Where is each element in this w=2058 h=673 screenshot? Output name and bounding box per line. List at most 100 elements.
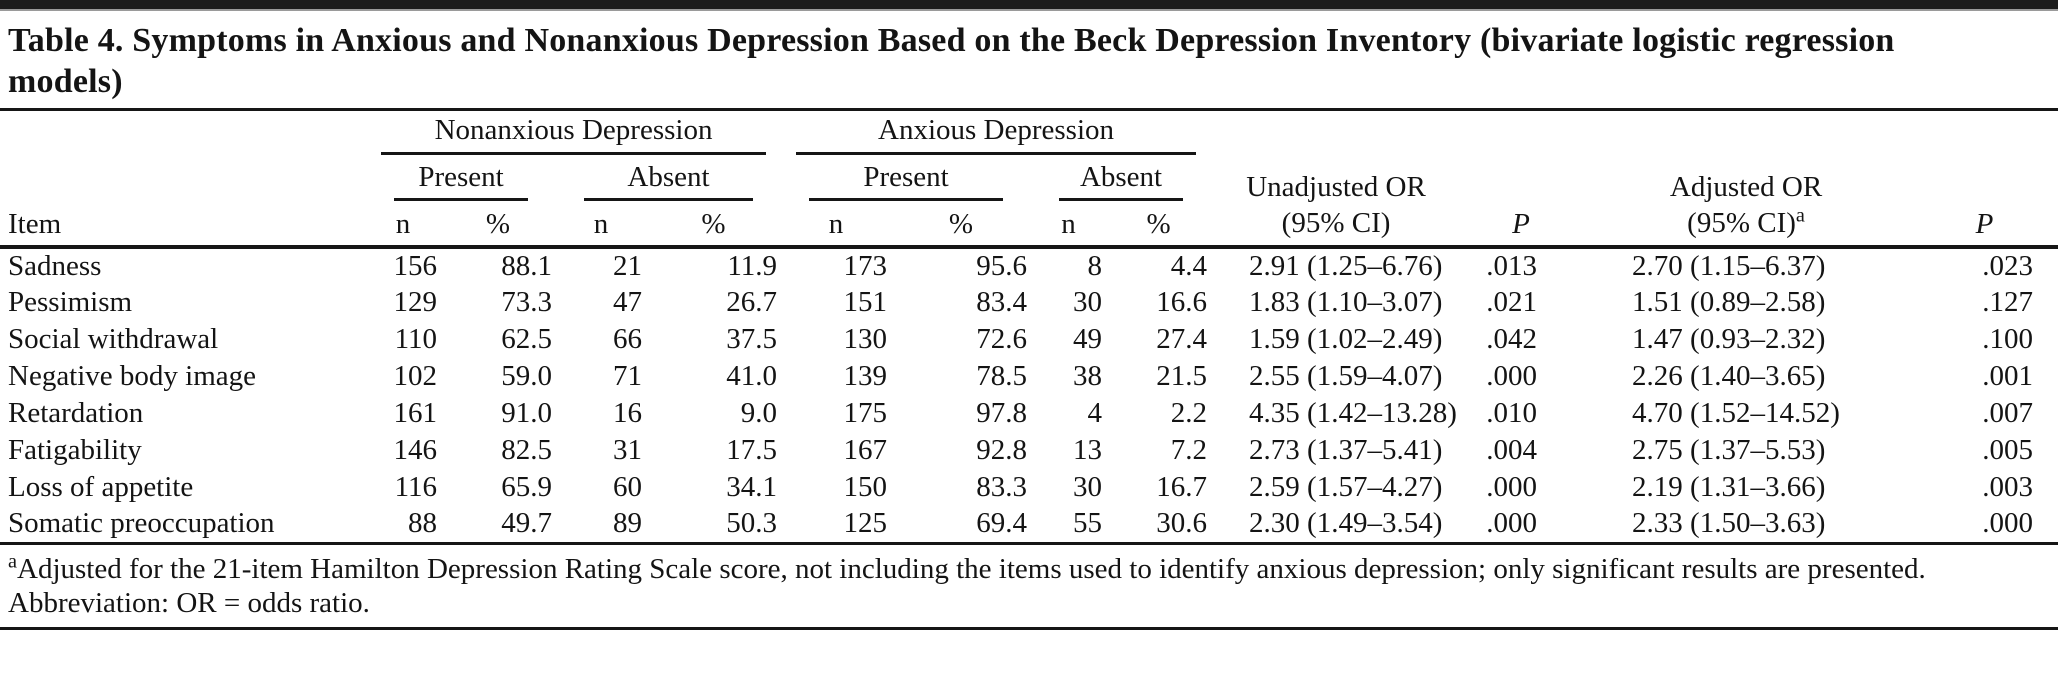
row-cell: 16.7 [1156, 471, 1208, 503]
row-cell: 11.9 [727, 250, 778, 282]
group-header-nonanxious: Nonanxious Depression [366, 111, 781, 155]
row-cell: 2.30 (1.49–3.54) [1249, 507, 1443, 540]
row-cell: 9.0 [740, 397, 778, 429]
row-cell: 2.70 (1.15–6.37) [1632, 250, 1826, 282]
row-cell: .021 [1486, 286, 1538, 318]
row-cell: 16.6 [1156, 286, 1208, 318]
row-cell: 72.6 [976, 323, 1028, 355]
subheader-nonanxious-absent: Absent [556, 155, 781, 201]
row-cell: .003 [1982, 471, 2034, 503]
row-cell: .100 [1982, 323, 2034, 355]
row-cell: 175 [843, 397, 888, 429]
table-title-line2: models) [8, 63, 123, 100]
table-row: Retardation 161 91.0 16 9.0 175 97.8 4 2.2 4.35 (… [0, 395, 2058, 432]
row-item-label: Pessimism [8, 286, 133, 318]
n-percent-header-row: n % n % n % n % [0, 201, 2058, 247]
row-cell: 2.19 (1.31–3.66) [1632, 471, 1826, 503]
row-cell: 83.4 [976, 286, 1028, 318]
row-cell: .010 [1486, 397, 1538, 429]
footnote-a-marker: a [8, 549, 18, 572]
row-cell: 83.3 [976, 471, 1028, 503]
row-cell: 2.26 (1.40–3.65) [1632, 360, 1826, 392]
table-header: Item Nonanxious Depression Anxious Depre… [0, 111, 2058, 247]
row-cell: 8 [1087, 250, 1103, 282]
row-cell: 31 [613, 434, 642, 466]
row-cell: 156 [393, 250, 438, 282]
row-cell: 161 [393, 397, 438, 429]
subheader-nonanxious-present: Present [366, 155, 556, 201]
row-cell: 2.91 (1.25–6.76) [1249, 250, 1443, 282]
row-cell: 2.75 (1.37–5.53) [1632, 434, 1826, 466]
row-cell: 95.6 [976, 250, 1028, 282]
row-cell: .001 [1982, 360, 2034, 392]
row-cell: 26.7 [726, 286, 778, 318]
row-item-label: Loss of appetite [8, 471, 194, 503]
row-item-label: Somatic preoccupation [8, 507, 275, 540]
percent-header: % [701, 208, 726, 240]
row-cell: 167 [843, 434, 888, 466]
row-cell: 1.51 (0.89–2.58) [1632, 286, 1826, 318]
row-cell: 60 [613, 471, 642, 503]
row-cell: .000 [1982, 507, 2034, 540]
p-value-header-adjusted: P [1975, 208, 1994, 240]
n-header: n [828, 208, 844, 240]
row-cell: 49.7 [501, 507, 552, 540]
row-cell: 65.9 [501, 471, 552, 503]
subheader-anxious-present: Present [781, 155, 1031, 201]
unadjusted-or-header: Unadjusted OR (95% CI) [1246, 171, 1426, 239]
row-cell: 55 [1073, 507, 1103, 540]
row-cell: 59.0 [501, 360, 552, 392]
title-rule [0, 108, 2058, 111]
row-cell: 37.5 [726, 323, 778, 355]
row-cell: 69.4 [976, 507, 1028, 540]
row-cell: 7.2 [1170, 434, 1208, 466]
footnote-abbreviation: Abbreviation: OR = odds ratio. [8, 586, 370, 619]
row-cell: 13 [1073, 434, 1103, 466]
p-value-header-unadjusted: P [1512, 208, 1530, 240]
group-header-anxious: Anxious Depression [781, 111, 1211, 155]
table-title: Table 4. Symptoms in Anxious and Nonanxi… [0, 11, 2058, 104]
percent-header: % [1146, 208, 1171, 240]
row-cell: 66 [613, 323, 642, 355]
row-cell: 146 [393, 434, 438, 466]
row-cell: .023 [1982, 250, 2034, 282]
adjusted-or-header: Adjusted OR (95% CI)a [1669, 171, 1823, 239]
row-cell: 17.5 [726, 434, 778, 466]
row-cell: 102 [393, 360, 438, 392]
row-cell: 151 [843, 286, 888, 318]
row-cell: 91.0 [501, 397, 552, 429]
results-table: Item Nonanxious Depression Anxious Depre… [0, 111, 2058, 545]
row-cell: 4 [1087, 397, 1103, 429]
row-cell: 116 [394, 471, 437, 503]
row-cell: 62.5 [501, 323, 552, 355]
row-cell: 1.83 (1.10–3.07) [1249, 286, 1443, 318]
table-row: Somatic preoccupation 88 49.7 89 50.3 125 69.4… [0, 506, 2058, 543]
n-header: n [1061, 208, 1076, 240]
row-item-label: Social withdrawal [8, 323, 219, 355]
footnote-a-reference: a [1795, 204, 1805, 227]
row-cell: 125 [843, 507, 888, 540]
percent-header: % [948, 208, 974, 240]
percent-header: % [485, 208, 511, 240]
n-header: n [395, 208, 411, 240]
row-cell: .005 [1982, 434, 2034, 466]
row-cell: 71 [613, 360, 642, 392]
subheader-anxious-absent: Absent [1031, 155, 1211, 201]
row-cell: 2.55 (1.59–4.07) [1249, 360, 1443, 392]
row-cell: 21 [613, 250, 642, 282]
row-cell: 4.70 (1.52–14.52) [1632, 397, 1840, 429]
row-cell: .004 [1486, 434, 1538, 466]
row-cell: 34.1 [726, 471, 778, 503]
row-cell: 30 [1073, 471, 1103, 503]
row-cell: 2.73 (1.37–5.41) [1249, 434, 1443, 466]
row-cell: 89 [613, 507, 642, 540]
table-row: Fatigability 146 82.5 31 17.5 167 92.8 13 7.2 2.7… [0, 432, 2058, 469]
row-cell: .000 [1486, 360, 1538, 392]
row-cell: 30 [1073, 286, 1103, 318]
row-cell: 21.5 [1156, 360, 1208, 392]
row-cell: .127 [1982, 286, 2034, 318]
row-cell: 4.4 [1170, 250, 1208, 282]
subgroup-header-row: Present Absent Present Absent [0, 155, 2058, 201]
row-cell: 88.1 [501, 250, 552, 282]
table-row: Sadness 156 88.1 21 11.9 173 95.6 8 4.4 2.91 (1.2… [0, 247, 2058, 284]
